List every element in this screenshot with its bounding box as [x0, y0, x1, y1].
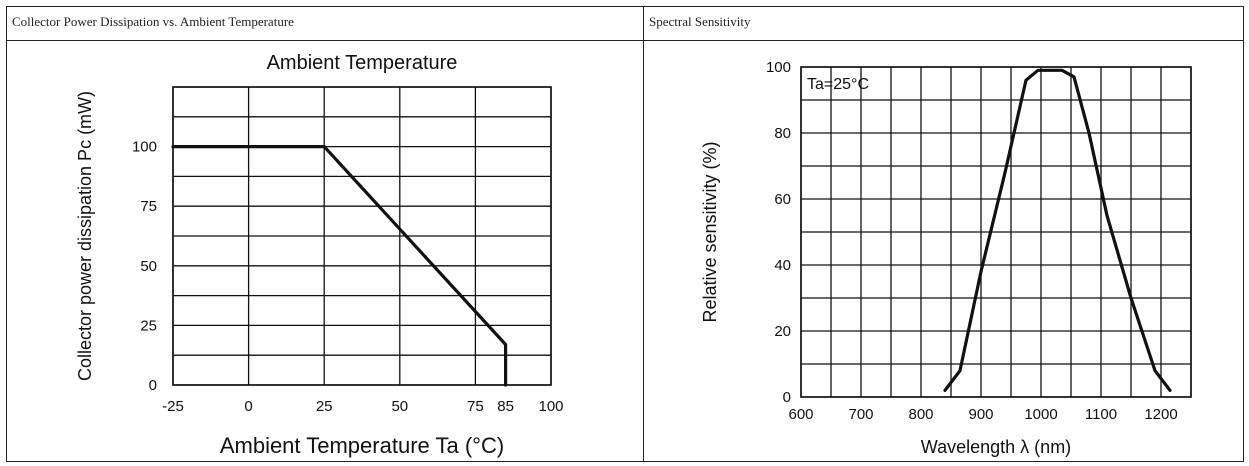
- x-tick-label: 1200: [1144, 406, 1177, 423]
- x-tick-label: 0: [244, 398, 252, 415]
- x-tick-label: 700: [848, 406, 873, 423]
- x-axis-label: Wavelength λ (nm): [921, 437, 1071, 457]
- series-line: [171, 145, 508, 387]
- y-tick-label: 100: [766, 59, 791, 76]
- power-dissipation-panel-title: Collector Power Dissipation vs. Ambient …: [7, 7, 643, 41]
- y-tick-label: 20: [774, 323, 791, 340]
- x-axis-label: Ambient Temperature Ta (°C): [220, 433, 504, 458]
- x-tick-label: 800: [908, 406, 933, 423]
- x-tick-label: -25: [162, 398, 184, 415]
- plot-frame: [800, 66, 1192, 398]
- chart-title: Ambient Temperature: [267, 52, 458, 74]
- y-tick-label: 100: [132, 139, 157, 156]
- x-tick-label: 50: [391, 398, 408, 415]
- y-tick-label: 60: [774, 191, 791, 208]
- chart-annotation: Ta=25°C: [807, 76, 869, 93]
- power-dissipation-chart: -25 0 25 50 75 85 100 0 25 50 75 100 Ambient Tempera…: [75, 52, 564, 458]
- spectral-sensitivity-panel-title: Spectral Sensitivity: [644, 7, 1243, 41]
- power-dissipation-panel: Collector Power Dissipation vs. Ambient …: [6, 6, 644, 462]
- x-tick-label: 1000: [1024, 406, 1057, 423]
- x-tick-label: 100: [538, 398, 563, 415]
- x-tick-label: 1100: [1085, 406, 1117, 423]
- y-tick-label: 40: [774, 257, 791, 274]
- x-tick-label: 25: [316, 398, 333, 415]
- grid-lines: [172, 86, 552, 386]
- y-tick-label: 80: [774, 125, 791, 142]
- y-tick-label: 0: [149, 377, 157, 394]
- x-tick-label: 600: [788, 406, 813, 423]
- spectral-sensitivity-panel: Spectral Sensitivity 600 700 800 900 1000 110…: [643, 6, 1244, 462]
- plot-frame: [172, 86, 552, 386]
- spectral-sensitivity-chart: 600 700 800 900 1000 1100 1200 0 20 40 60 80 100 Wave…: [700, 59, 1192, 457]
- y-tick-label: 50: [140, 258, 157, 275]
- grid-lines: [800, 66, 1192, 398]
- y-axis-label: Collector power dissipation Pc (mW): [75, 91, 95, 381]
- x-tick-label: 900: [968, 406, 993, 423]
- y-tick-label: 75: [140, 198, 157, 215]
- x-tick-label: 85: [497, 398, 514, 415]
- y-axis-label: Relative sensitivity (%): [700, 141, 720, 322]
- y-tick-label: 25: [140, 317, 157, 334]
- x-tick-label: 75: [467, 398, 484, 415]
- y-tick-label: 0: [783, 389, 791, 406]
- series-line: [943, 68, 1172, 392]
